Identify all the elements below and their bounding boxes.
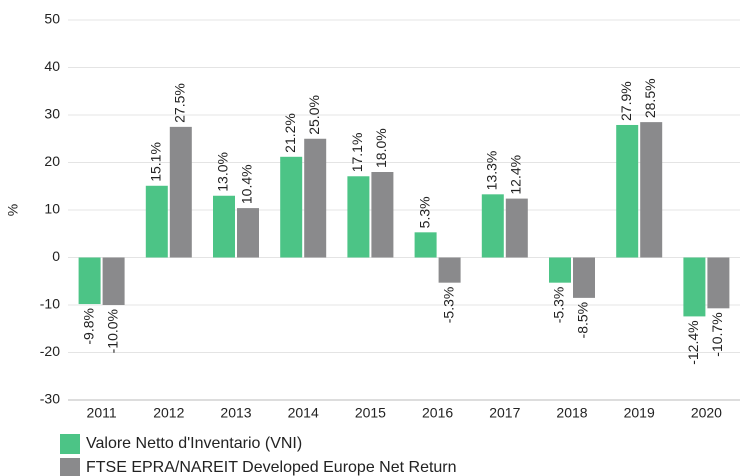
y-tick-label: 10 xyxy=(44,201,60,217)
x-tick-label: 2019 xyxy=(624,405,655,421)
y-tick-label: -20 xyxy=(40,343,60,359)
value-label: -9.8% xyxy=(80,308,96,345)
value-label: 25.0% xyxy=(306,95,322,135)
legend-swatch xyxy=(60,458,80,476)
y-tick-label: 40 xyxy=(44,58,60,74)
value-label: 27.5% xyxy=(172,83,188,123)
x-tick-label: 2015 xyxy=(355,405,386,421)
bar xyxy=(304,138,327,258)
bar xyxy=(213,195,235,258)
y-tick-label: -10 xyxy=(40,296,60,312)
bar xyxy=(102,257,125,305)
bar xyxy=(414,232,437,258)
x-tick-label: 2011 xyxy=(87,405,117,421)
value-label: 5.3% xyxy=(416,196,432,228)
bar xyxy=(683,257,706,317)
value-label: -5.3% xyxy=(440,287,456,324)
value-label: -10.0% xyxy=(104,309,120,353)
bar xyxy=(371,172,394,258)
x-tick-label: 2018 xyxy=(556,405,587,421)
x-tick-label: 2020 xyxy=(691,405,722,421)
legend-swatch xyxy=(60,434,80,454)
value-label: -10.7% xyxy=(709,312,725,356)
x-tick-label: 2012 xyxy=(153,405,184,421)
x-tick-label: 2013 xyxy=(220,405,251,421)
bar xyxy=(347,176,370,258)
value-label: 17.1% xyxy=(349,133,365,173)
value-label: 18.0% xyxy=(373,128,389,168)
y-tick-label: 50 xyxy=(44,11,60,27)
y-tick-label: -30 xyxy=(40,391,60,407)
value-label: 13.3% xyxy=(484,151,500,191)
bar xyxy=(438,257,461,283)
legend-label: Valore Netto d'Inventario (VNI) xyxy=(86,435,302,452)
y-tick-label: 30 xyxy=(44,106,60,122)
bar xyxy=(169,126,192,258)
y-tick-label: 20 xyxy=(44,153,60,169)
bar xyxy=(549,257,571,283)
bar xyxy=(145,185,168,258)
value-label: -8.5% xyxy=(575,302,591,339)
bar xyxy=(78,257,101,305)
x-tick-label: 2017 xyxy=(489,405,520,421)
bar xyxy=(616,124,639,258)
bar xyxy=(707,257,730,309)
bar xyxy=(505,198,528,258)
value-label: 10.4% xyxy=(239,164,255,204)
value-label: -12.4% xyxy=(685,320,701,364)
legend-label: FTSE EPRA/NAREIT Developed Europe Net Re… xyxy=(86,459,457,476)
y-axis-label: % xyxy=(5,204,21,216)
bar xyxy=(481,194,504,258)
x-tick-label: 2016 xyxy=(422,405,453,421)
bar xyxy=(573,257,595,298)
value-label: 13.0% xyxy=(215,152,231,192)
value-label: 21.2% xyxy=(282,113,298,153)
value-label: 15.1% xyxy=(148,142,164,182)
bar xyxy=(640,122,663,258)
value-label: 12.4% xyxy=(508,155,524,195)
bar xyxy=(237,208,259,258)
value-label: -5.3% xyxy=(551,287,567,324)
value-label: 27.9% xyxy=(618,81,634,121)
value-label: 28.5% xyxy=(642,78,658,118)
y-tick-label: 0 xyxy=(52,248,60,264)
x-tick-label: 2014 xyxy=(288,405,319,421)
bar xyxy=(280,156,303,258)
